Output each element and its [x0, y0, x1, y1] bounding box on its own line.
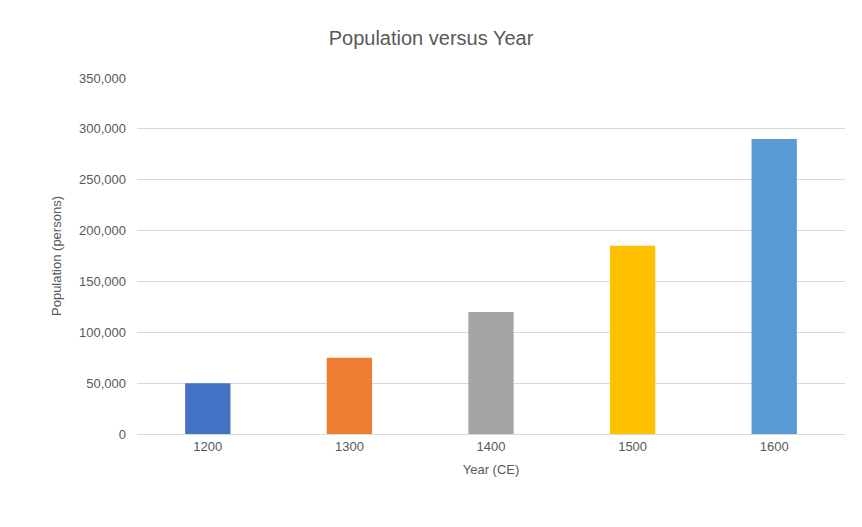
svg-text:1400: 1400: [477, 439, 506, 454]
svg-text:150,000: 150,000: [79, 274, 126, 289]
svg-text:Population (persons): Population (persons): [49, 196, 64, 316]
svg-text:0: 0: [119, 427, 126, 442]
svg-text:Population versus Year: Population versus Year: [329, 27, 534, 49]
svg-text:1600: 1600: [760, 439, 789, 454]
svg-text:1300: 1300: [335, 439, 364, 454]
svg-text:100,000: 100,000: [79, 325, 126, 340]
svg-text:350,000: 350,000: [79, 71, 126, 86]
svg-text:300,000: 300,000: [79, 121, 126, 136]
svg-text:Year (CE): Year (CE): [463, 462, 520, 477]
svg-text:250,000: 250,000: [79, 172, 126, 187]
svg-text:50,000: 50,000: [86, 376, 126, 391]
svg-text:1500: 1500: [618, 439, 647, 454]
svg-text:200,000: 200,000: [79, 223, 126, 238]
svg-text:1200: 1200: [193, 439, 222, 454]
